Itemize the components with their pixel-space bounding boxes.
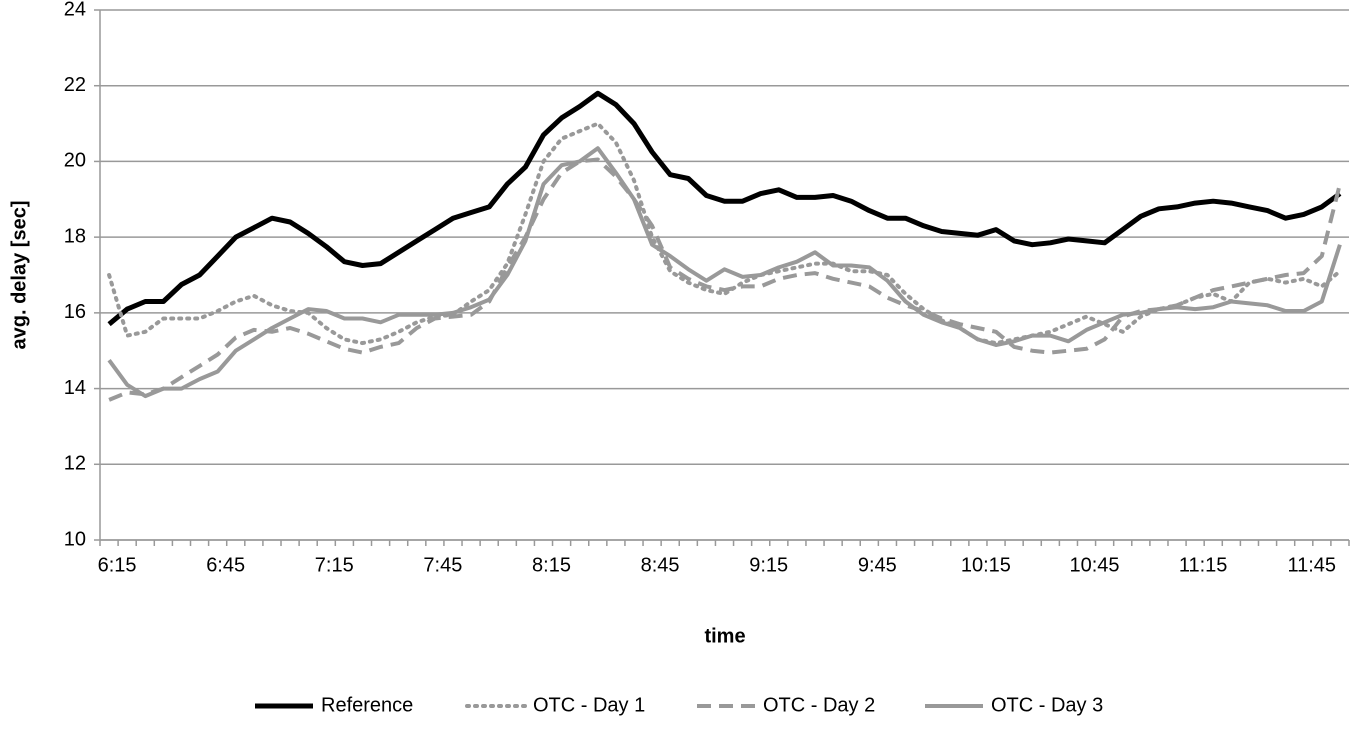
x-tick-label: 11:15 (1179, 554, 1228, 576)
y-axis-label: avg. delay [sec] (8, 201, 30, 350)
x-axis-label: time (704, 625, 745, 647)
series-line (107, 146, 1342, 399)
x-tick-label: 8:15 (532, 554, 571, 576)
x-tick-label: 10:15 (961, 554, 1011, 576)
x-tick-label: 6:15 (98, 554, 137, 576)
legend-label: OTC - Day 1 (533, 694, 645, 716)
legend-label: OTC - Day 3 (991, 694, 1103, 716)
x-tick-label: 11:45 (1287, 554, 1336, 576)
legend-label: Reference (321, 694, 413, 716)
y-tick-label: 18 (64, 225, 86, 247)
series-line (108, 157, 1342, 402)
x-tick-label: 10:45 (1069, 554, 1119, 576)
series-line (107, 90, 1342, 327)
y-tick-label: 12 (64, 453, 86, 475)
x-tick-label: 9:45 (858, 554, 897, 576)
y-tick-label: 22 (64, 74, 86, 96)
y-tick-label: 10 (64, 528, 86, 550)
x-tick-label: 7:15 (315, 554, 354, 576)
y-tick-label: 14 (64, 377, 86, 399)
y-tick-label: 16 (64, 301, 86, 323)
x-tick-label: 6:45 (206, 554, 245, 576)
y-tick-label: 24 (64, 0, 86, 20)
legend-label: OTC - Day 2 (763, 694, 875, 716)
x-tick-label: 8:45 (641, 554, 680, 576)
x-tick-label: 7:45 (423, 554, 462, 576)
x-tick-label: 9:15 (749, 554, 788, 576)
y-tick-label: 20 (64, 150, 86, 172)
series-line (107, 121, 1342, 346)
